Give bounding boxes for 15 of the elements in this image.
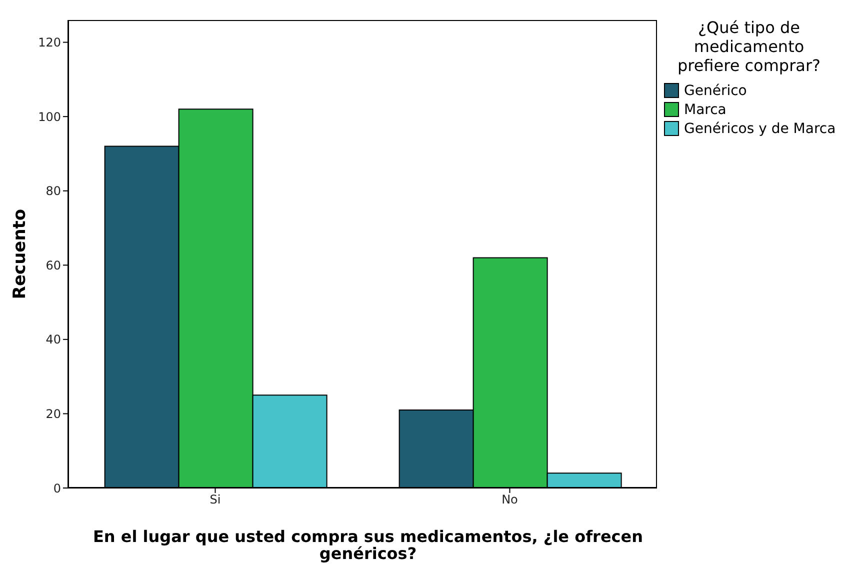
y-tick-label: 120	[38, 36, 61, 50]
legend-title: ¿Qué tipo de medicamento prefiere comprar?	[676, 18, 822, 75]
y-tick-label: 0	[53, 481, 61, 496]
legend-label: Genéricos y de Marca	[684, 120, 836, 136]
y-tick-label: 60	[46, 258, 61, 272]
y-tick-label: 80	[46, 184, 61, 198]
x-tick-label: Si	[210, 492, 221, 507]
y-tick-label: 40	[46, 332, 61, 347]
legend-label: Marca	[684, 102, 726, 118]
legend-label: Genérico	[684, 82, 747, 98]
x-axis-title: En el lugar que usted compra sus medicamentos, ¿le ofrecen genéricos?	[92, 527, 644, 563]
y-tick-label: 100	[38, 110, 61, 124]
x-tick-label: No	[502, 492, 518, 507]
y-tick-label: 20	[46, 406, 61, 421]
y-axis-title: Recuento	[10, 208, 30, 300]
